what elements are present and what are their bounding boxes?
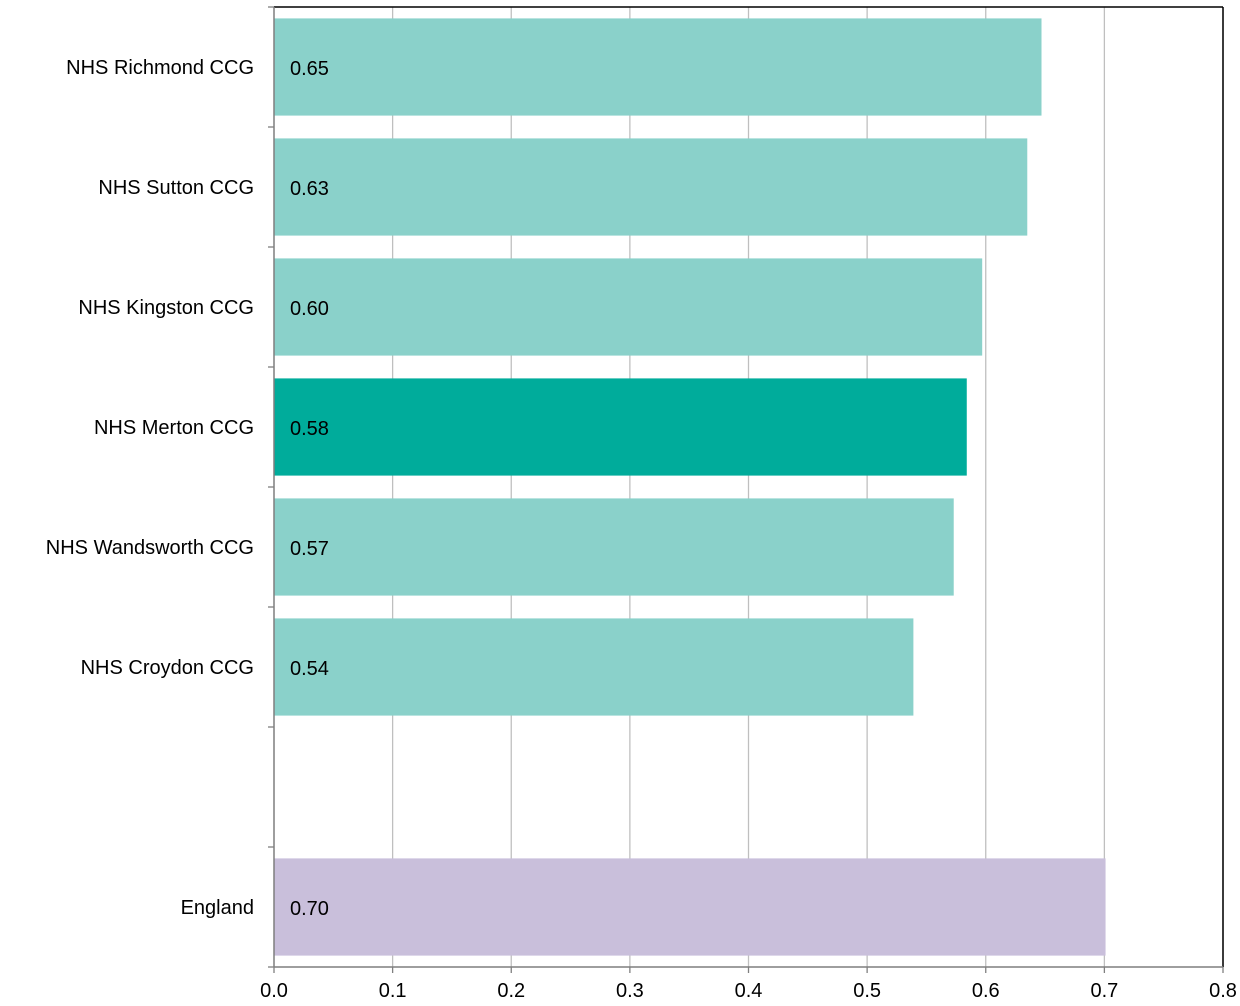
x-tick-label: 0.0 (260, 980, 288, 1002)
data-label: 0.63 (290, 178, 329, 200)
bar (274, 618, 914, 716)
x-tick-label: 0.4 (735, 980, 763, 1002)
bars (274, 18, 1106, 956)
x-tick-label: 0.5 (853, 980, 881, 1002)
bar (274, 138, 1028, 236)
bar (274, 378, 967, 476)
category-label: NHS Merton CCG (94, 417, 254, 439)
data-label: 0.54 (290, 658, 329, 680)
bar (274, 858, 1106, 956)
x-tick-label: 0.3 (616, 980, 644, 1002)
category-label: NHS Kingston CCG (78, 297, 254, 319)
x-tick-label: 0.8 (1209, 980, 1237, 1002)
labels: 0.0 0.1 0.2 0.3 0.4 0.5 0.6 0.7 0.8 NHS Richmond … (46, 57, 1237, 1002)
data-label: 0.65 (290, 58, 329, 80)
bar (274, 18, 1042, 116)
axes (268, 6, 1224, 973)
data-label: 0.70 (290, 898, 329, 920)
x-tick-label: 0.7 (1090, 980, 1118, 1002)
x-tick-label: 0.1 (379, 980, 407, 1002)
category-label: NHS Sutton CCG (98, 177, 254, 199)
bar (274, 498, 954, 596)
category-label: NHS Richmond CCG (66, 57, 254, 79)
bar (274, 258, 983, 356)
category-label: England (181, 897, 254, 919)
x-tick-label: 0.6 (972, 980, 1000, 1002)
x-tick-label: 0.2 (497, 980, 525, 1002)
data-label: 0.60 (290, 298, 329, 320)
data-label: 0.57 (290, 538, 329, 560)
category-label: NHS Croydon CCG (81, 657, 254, 679)
category-label: NHS Wandsworth CCG (46, 537, 254, 559)
data-label: 0.58 (290, 418, 329, 440)
